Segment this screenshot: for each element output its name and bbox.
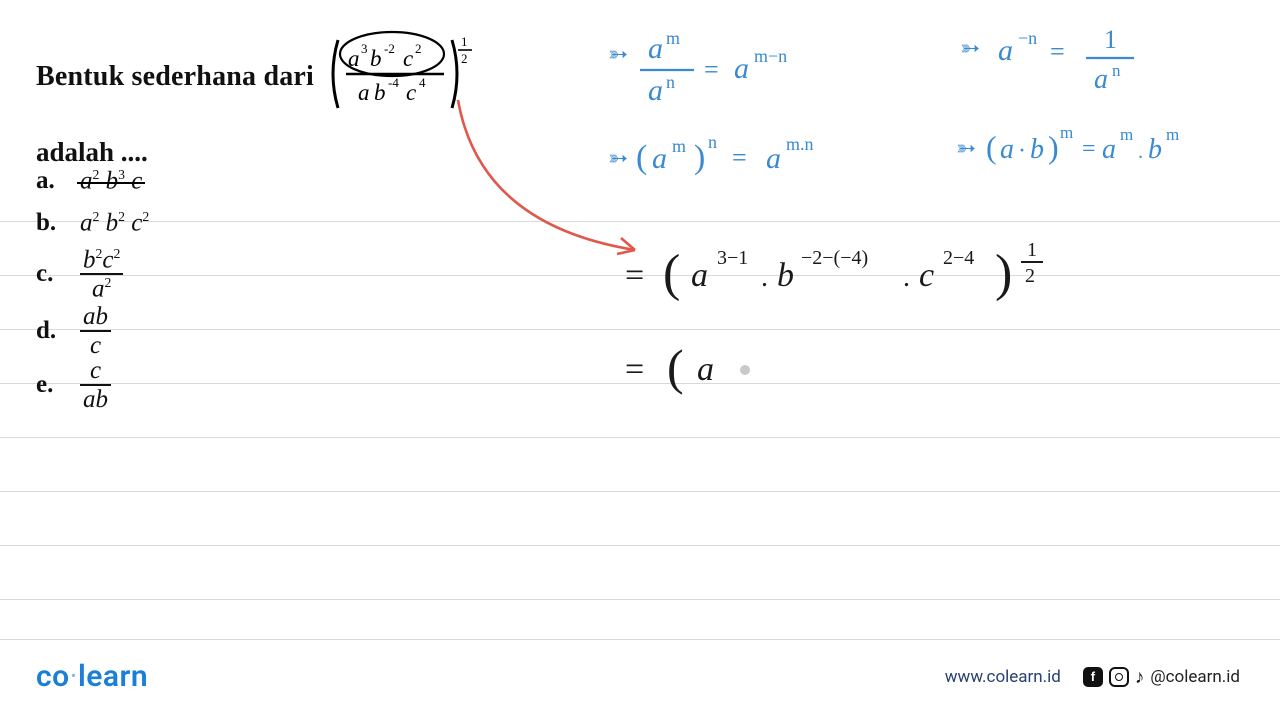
work-handwriting: = ( a 3−1 . b −2−(−4) . c 2−4 ) 1 2 = ( …	[625, 230, 1265, 435]
svg-text:−n: −n	[1018, 28, 1037, 48]
brand-logo: co·learn	[36, 659, 148, 694]
svg-text:2: 2	[461, 51, 468, 66]
social-handle: @colearn.id	[1150, 667, 1240, 687]
svg-text:a: a	[648, 74, 663, 107]
option-d: d. abc	[36, 304, 149, 358]
svg-text:➳: ➳	[956, 136, 976, 162]
option-b: b. a2 b2 c2	[36, 202, 149, 244]
svg-text:a: a	[1102, 134, 1116, 165]
option-e: e. cab	[36, 358, 149, 412]
options-list: a. a2 b3 c b. a2 b2 c2 c. b2c2a2 d. abc …	[36, 160, 149, 412]
svg-text:m.n: m.n	[786, 134, 814, 154]
svg-text:a: a	[1094, 64, 1108, 95]
svg-text:c: c	[919, 257, 934, 294]
svg-text:=: =	[704, 55, 719, 84]
svg-text:(: (	[667, 339, 684, 395]
svg-text:➳: ➳	[960, 36, 980, 62]
svg-text:n: n	[708, 132, 717, 152]
svg-text:a: a	[1000, 134, 1014, 165]
svg-text:3−1: 3−1	[717, 247, 748, 269]
svg-text:3: 3	[361, 41, 368, 56]
svg-text:·: ·	[1018, 138, 1026, 164]
svg-text:(: (	[663, 245, 680, 302]
rules-handwriting: ➳ a m a n = a m−n ➳ a −n = 1 a n ➳	[600, 18, 1260, 213]
svg-text:-4: -4	[388, 75, 399, 90]
svg-text:m−n: m−n	[754, 46, 787, 66]
svg-text:1: 1	[461, 34, 468, 49]
ruled-line	[0, 639, 1280, 640]
ruled-line	[0, 221, 1280, 222]
svg-text:): )	[1048, 129, 1059, 165]
svg-text:n: n	[666, 72, 675, 92]
question-prefix: Bentuk sederhana dari	[36, 61, 314, 93]
svg-text:1: 1	[1104, 25, 1117, 54]
svg-text:➳: ➳	[608, 146, 628, 172]
svg-text:): )	[995, 245, 1012, 302]
instagram-icon[interactable]	[1109, 667, 1129, 687]
option-e-body: cab	[80, 357, 111, 413]
option-b-body: a2 b2 c2	[80, 209, 149, 237]
svg-text:(: (	[986, 129, 997, 165]
svg-text:a: a	[766, 142, 781, 175]
svg-text:m: m	[672, 136, 686, 156]
svg-text:.: .	[1138, 141, 1143, 163]
svg-text:a: a	[648, 32, 663, 65]
svg-text:=: =	[732, 143, 747, 172]
svg-text:a: a	[691, 257, 708, 294]
social-icons: f ♪ @colearn.id	[1083, 665, 1240, 689]
svg-text:1: 1	[1027, 239, 1037, 261]
svg-text:=: =	[1082, 136, 1096, 162]
svg-text:.: .	[903, 262, 910, 293]
svg-text:4: 4	[419, 75, 426, 90]
ruled-line	[0, 545, 1280, 546]
canvas: Bentuk sederhana dari a 3 b -2 c 2	[0, 0, 1280, 720]
facebook-icon[interactable]: f	[1083, 667, 1103, 687]
svg-text:n: n	[1112, 61, 1121, 80]
svg-text:a: a	[652, 142, 667, 175]
svg-text:c: c	[406, 80, 416, 105]
svg-text:−2−(−4): −2−(−4)	[801, 247, 868, 269]
svg-text:m: m	[1120, 125, 1133, 144]
svg-text:(: (	[636, 139, 647, 176]
svg-text:m: m	[666, 28, 680, 48]
svg-text:m: m	[1166, 125, 1179, 144]
svg-text:2−4: 2−4	[943, 247, 974, 269]
svg-text:b: b	[1148, 134, 1162, 165]
option-c: c. b2c2a2	[36, 244, 149, 304]
tiktok-icon[interactable]: ♪	[1135, 665, 1145, 689]
svg-text:a: a	[734, 52, 749, 85]
option-a-body: a2 b3 c	[80, 167, 142, 195]
question-block: Bentuk sederhana dari a 3 b -2 c 2	[36, 30, 596, 168]
svg-text:a: a	[998, 34, 1013, 67]
svg-text:=: =	[625, 351, 644, 388]
svg-text:b: b	[374, 80, 386, 105]
ruled-line	[0, 491, 1280, 492]
ruled-line	[0, 437, 1280, 438]
svg-text:=: =	[625, 257, 644, 294]
svg-text:a: a	[697, 351, 714, 388]
svg-text:-2: -2	[384, 41, 395, 56]
svg-text:a: a	[348, 46, 360, 71]
svg-text:2: 2	[415, 41, 422, 56]
svg-text:b: b	[370, 46, 382, 71]
svg-text:c: c	[403, 46, 413, 71]
footer: co·learn www.colearn.id f ♪ @colearn.id	[0, 659, 1280, 694]
svg-text:=: =	[1050, 37, 1065, 66]
svg-text:.: .	[761, 262, 768, 293]
svg-text:b: b	[777, 257, 794, 294]
option-d-body: abc	[80, 303, 111, 359]
svg-text:a: a	[358, 80, 370, 105]
svg-text:➳: ➳	[608, 42, 628, 68]
svg-text:b: b	[1030, 134, 1044, 165]
option-a: a. a2 b3 c	[36, 160, 149, 202]
svg-text:2: 2	[1025, 265, 1035, 287]
svg-text:m: m	[1060, 123, 1073, 142]
footer-url[interactable]: www.colearn.id	[945, 667, 1061, 687]
svg-text:): )	[694, 139, 705, 176]
option-c-body: b2c2a2	[80, 246, 123, 303]
ruled-line	[0, 599, 1280, 600]
question-expression: a 3 b -2 c 2 a b -4 c 4 1 2	[326, 30, 486, 123]
